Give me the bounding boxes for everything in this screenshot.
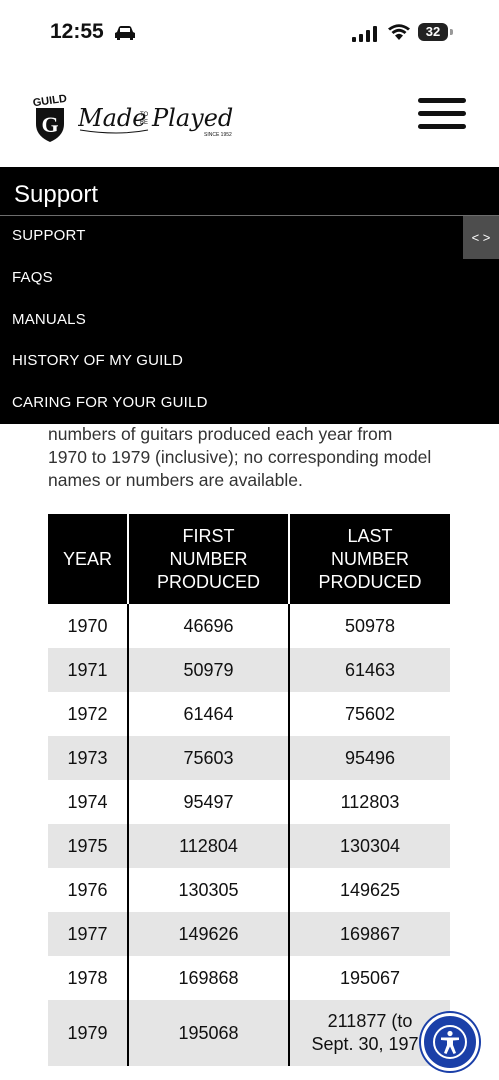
cell-last: 95496: [289, 736, 450, 780]
cell-first: 112804: [128, 824, 290, 868]
accessibility-icon[interactable]: [421, 1013, 479, 1071]
table-row: 1974 95497 112803: [48, 780, 450, 824]
svg-text:SINCE 1952: SINCE 1952: [204, 132, 232, 138]
cell-first: 195068: [128, 1000, 290, 1066]
cell-year: 1972: [48, 692, 129, 736]
table-row: 1971 50979 61463: [48, 648, 450, 692]
cell-first: 95497: [128, 780, 290, 824]
nav-item-caring[interactable]: CARING FOR YOUR GUILD: [12, 394, 208, 411]
svg-text:GUILD: GUILD: [32, 93, 68, 110]
cell-last: 75602: [344, 703, 396, 724]
svg-text:TO: TO: [140, 112, 149, 118]
cell-first: 75603: [128, 736, 290, 780]
nav-item-history[interactable]: HISTORY OF MY GUILD: [12, 352, 184, 369]
status-bar: 12:55 32: [0, 0, 499, 66]
cell-year: 1971: [48, 648, 129, 692]
cell-first: 130305: [128, 868, 290, 912]
support-nav-panel: Support SUPPORT FAQS MANUALS HISTORY OF …: [0, 167, 499, 424]
table-row: 1979 195068 211877 (to Sept. 30, 1979: [48, 1000, 450, 1066]
intro-line: 1970 to 1979 (inclusive); no correspondi…: [48, 447, 432, 467]
cell-year: 1978: [48, 956, 129, 1000]
cell-last: 61463: [289, 648, 450, 692]
cell-first: 61464: [128, 692, 290, 736]
intro-paragraph: numbers of guitars produced each year fr…: [48, 423, 458, 492]
table-row: 1976 130305 149625: [48, 868, 450, 912]
table-row: 1977 149626 169867: [48, 912, 450, 956]
intro-line: numbers of guitars produced each year fr…: [48, 424, 393, 444]
status-time: 12:55: [50, 20, 104, 43]
table-header-row: YEAR FIRST NUMBER PRODUCED LAST NUMBER P…: [48, 514, 450, 604]
cell-year: 1979: [48, 1000, 129, 1066]
table-row: 1970 46696 50978: [48, 604, 450, 648]
table-row: 1978 169868 195067: [48, 956, 450, 1000]
site-header: GUILD G Made TO BE Played SINCE 1952: [0, 66, 499, 166]
cell-last: 112803: [340, 791, 400, 812]
header-year: YEAR: [48, 514, 129, 604]
cell-last: 169867: [289, 912, 450, 956]
cell-year: 1970: [48, 604, 129, 648]
code-toggle-icon[interactable]: < >: [463, 216, 499, 259]
cell-first: 50979: [128, 648, 290, 692]
cell-last: 149625: [339, 879, 401, 900]
svg-text:G: G: [41, 112, 58, 137]
nav-item-faqs[interactable]: FAQS: [12, 269, 53, 286]
header-last-number: LAST NUMBER PRODUCED: [289, 514, 450, 604]
cell-last: 195067: [339, 967, 401, 988]
svg-text:Played: Played: [151, 104, 233, 132]
table-row: 1973 75603 95496: [48, 736, 450, 780]
table-row: 1975 112804 130304: [48, 824, 450, 868]
nav-item-manuals[interactable]: MANUALS: [12, 311, 86, 328]
cell-year: 1976: [48, 868, 129, 912]
table-row: 1972 61464 75602: [48, 692, 450, 736]
car-icon: [115, 26, 135, 40]
guild-logo[interactable]: GUILD G: [30, 92, 70, 144]
cell-year: 1974: [48, 780, 129, 824]
support-nav-title: Support: [14, 181, 99, 208]
header-first-number: FIRST NUMBER PRODUCED: [128, 514, 290, 604]
cell-last: 50978: [344, 615, 396, 636]
serial-number-table: YEAR FIRST NUMBER PRODUCED LAST NUMBER P…: [48, 514, 450, 1066]
svg-text:Made: Made: [78, 104, 146, 132]
cell-last: 130304: [289, 824, 450, 868]
nav-item-support[interactable]: SUPPORT: [12, 227, 86, 244]
wifi-icon: [388, 24, 410, 40]
battery-icon: [418, 23, 448, 41]
cell-year: 1977: [48, 912, 129, 956]
cell-first: 46696: [128, 604, 290, 648]
battery-level: 32: [425, 24, 441, 39]
cell-year: 1973: [48, 736, 129, 780]
battery-cap: [450, 29, 453, 35]
made-to-be-played-logo: Made TO BE Played SINCE 1952: [78, 104, 233, 138]
svg-text:BE: BE: [140, 120, 148, 126]
cell-first: 149626: [128, 912, 290, 956]
support-nav-divider: [0, 215, 499, 216]
hamburger-menu-icon[interactable]: [418, 98, 466, 130]
signal-icon: [352, 26, 377, 42]
intro-line: names or numbers are available.: [48, 470, 303, 490]
cell-year: 1975: [48, 824, 129, 868]
cell-first: 169868: [128, 956, 290, 1000]
